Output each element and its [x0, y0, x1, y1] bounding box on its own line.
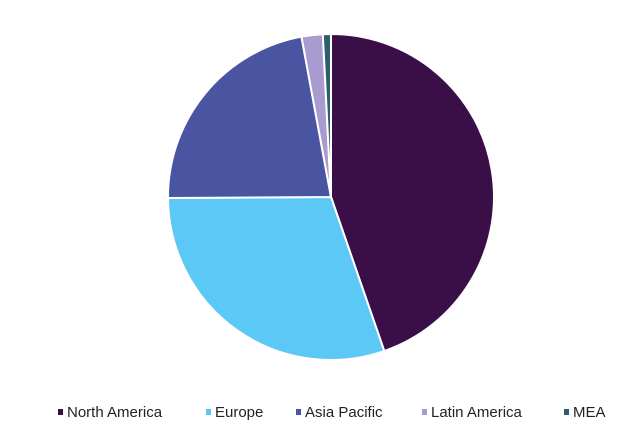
legend-label: Latin America — [431, 404, 523, 421]
legend-marker — [564, 409, 569, 415]
legend-marker — [296, 409, 301, 415]
pie-slice — [330, 32, 495, 353]
pie-slice — [166, 195, 386, 361]
legend-label: North America — [67, 404, 163, 421]
legend-marker — [422, 409, 427, 415]
legend-marker — [58, 409, 63, 415]
legend-marker — [206, 409, 211, 415]
pie-slice — [321, 32, 332, 198]
legend-label: MEA — [573, 404, 606, 421]
pie-slice — [167, 35, 333, 200]
legend-label: Asia Pacific — [305, 404, 383, 421]
legend-label: Europe — [215, 404, 263, 421]
